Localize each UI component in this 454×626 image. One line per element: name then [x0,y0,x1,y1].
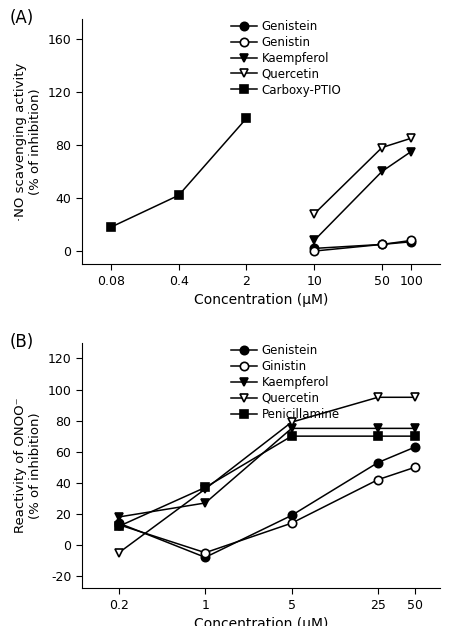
Carboxy-PTIO [108,223,114,231]
Line: Ginistin: Ginistin [115,463,419,557]
Genistein [409,238,414,245]
Kaempferol [202,499,208,506]
Penicillamine [116,523,122,530]
Kaempferol [409,148,414,155]
Quercetin [289,418,294,426]
Genistein [289,511,294,519]
Line: Quercetin: Quercetin [115,393,419,557]
Quercetin [116,549,122,557]
Line: Genistein: Genistein [310,238,415,252]
Kaempferol [412,424,418,432]
Legend: Genistein, Genistin, Kaempferol, Quercetin, Carboxy-PTIO: Genistein, Genistin, Kaempferol, Quercet… [231,20,341,96]
Quercetin [379,144,385,151]
Penicillamine [202,484,208,491]
Line: Penicillamine: Penicillamine [115,432,419,530]
Genistin [311,247,317,255]
Genistein [379,240,385,248]
Quercetin [409,135,414,142]
Genistin [409,237,414,244]
Genistein [202,553,208,561]
Text: (B): (B) [10,333,34,351]
Carboxy-PTIO [244,115,249,122]
Penicillamine [289,433,294,440]
Ginistin [289,520,294,527]
Line: Carboxy-PTIO: Carboxy-PTIO [107,114,251,232]
Y-axis label: ·NO scavenging activity
(% of inhibition): ·NO scavenging activity (% of inhibition… [14,63,42,221]
Quercetin [412,394,418,401]
Text: (A): (A) [10,9,34,27]
Kaempferol [379,168,385,175]
Genistein [412,443,418,451]
Genistein [311,245,317,252]
Ginistin [412,463,418,471]
Line: Quercetin: Quercetin [310,134,415,218]
Quercetin [311,210,317,218]
Y-axis label: Reactivity of ONOO⁻
(% of inhibition): Reactivity of ONOO⁻ (% of inhibition) [14,398,42,533]
X-axis label: Concentration (μM): Concentration (μM) [194,617,328,626]
Penicillamine [412,433,418,440]
Kaempferol [116,513,122,521]
Line: Genistein: Genistein [115,443,419,562]
Ginistin [202,549,208,557]
Carboxy-PTIO [176,192,182,199]
Legend: Genistein, Ginistin, Kaempferol, Quercetin, Penicillamine: Genistein, Ginistin, Kaempferol, Quercet… [231,344,340,421]
Genistein [116,520,122,527]
Line: Kaempferol: Kaempferol [310,147,415,245]
Genistin [379,240,385,248]
Quercetin [202,485,208,493]
Line: Genistin: Genistin [310,236,415,255]
Kaempferol [311,237,317,244]
Kaempferol [375,424,381,432]
Penicillamine [375,433,381,440]
X-axis label: Concentration (μM): Concentration (μM) [194,294,328,307]
Kaempferol [289,424,294,432]
Ginistin [116,521,122,528]
Quercetin [375,394,381,401]
Line: Kaempferol: Kaempferol [115,424,419,521]
Genistein [375,459,381,466]
Ginistin [375,476,381,483]
